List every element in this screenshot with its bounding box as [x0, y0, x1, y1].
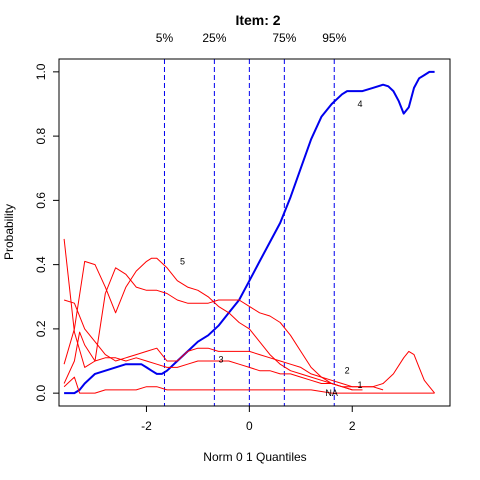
x-tick-label: 0 — [246, 419, 253, 433]
curve-label: 4 — [357, 99, 362, 109]
curve-label: 3 — [219, 354, 224, 364]
plot-frame — [58, 58, 451, 407]
y-tick-label: 1.0 — [34, 63, 48, 80]
y-tick-label: 0.4 — [34, 256, 48, 273]
curve-label: 2 — [345, 366, 350, 376]
curve-label: NA — [325, 388, 338, 398]
percentile-label: 25% — [202, 31, 226, 45]
series-line-2 — [63, 299, 435, 394]
x-axis: -2 0 2 — [141, 405, 356, 433]
chart-title: Item: 2 — [235, 12, 280, 28]
series-line-5 — [63, 257, 353, 391]
series-line-4 — [64, 70, 435, 395]
curve-label: 1 — [357, 380, 362, 390]
series-line-na — [63, 376, 435, 394]
y-tick-label: 0.6 — [34, 192, 48, 209]
curve-label: 5 — [180, 256, 185, 266]
y-axis: 0.0 0.2 0.4 0.6 0.8 1.0 — [34, 63, 60, 401]
percentile-lines: 5% 25% 75% 95% — [156, 31, 347, 406]
y-tick-label: 0.0 — [34, 384, 48, 401]
y-tick-label: 0.2 — [34, 320, 48, 337]
series-line-3 — [63, 331, 363, 391]
y-axis-label: Probability — [2, 204, 16, 260]
x-axis-label: Norm 0 1 Quantiles — [203, 450, 306, 464]
y-tick-label: 0.8 — [34, 127, 48, 144]
curve-labels: 4 5 3 21 NA — [180, 99, 363, 398]
series-lines — [63, 70, 435, 395]
x-tick-label: 2 — [349, 419, 356, 433]
percentile-label: 95% — [322, 31, 346, 45]
percentile-label: 75% — [272, 31, 296, 45]
x-tick-label: -2 — [141, 419, 152, 433]
series-line-1 — [63, 238, 384, 391]
percentile-label: 5% — [156, 31, 174, 45]
